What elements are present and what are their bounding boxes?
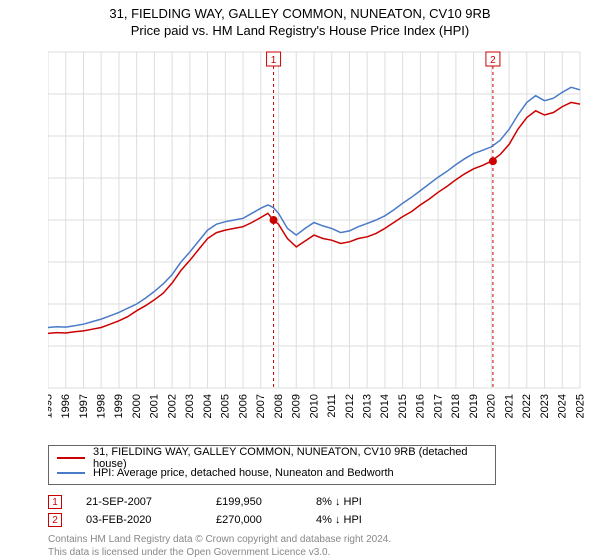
svg-text:1996: 1996 <box>60 394 72 418</box>
sale-diff-2: 4% ↓ HPI <box>316 514 416 526</box>
legend-label-hpi: HPI: Average price, detached house, Nune… <box>93 467 394 479</box>
svg-text:1995: 1995 <box>48 394 54 418</box>
svg-text:2013: 2013 <box>362 394 374 418</box>
svg-text:2025: 2025 <box>574 394 586 418</box>
chart-container: 31, FIELDING WAY, GALLEY COMMON, NUNEATO… <box>0 0 600 560</box>
sale-date-1: 21-SEP-2007 <box>86 496 216 508</box>
chart-svg: £0£50K£100K£150K£200K£250K£300K£350K£400… <box>48 48 588 418</box>
title-subtitle: Price paid vs. HM Land Registry's House … <box>0 23 600 38</box>
sale-marker-1: 1 <box>48 495 62 509</box>
svg-text:2008: 2008 <box>273 394 285 418</box>
sale-marker-2: 2 <box>48 513 62 527</box>
svg-text:2014: 2014 <box>379 394 391 418</box>
svg-text:2: 2 <box>490 55 496 66</box>
svg-text:2017: 2017 <box>432 394 444 418</box>
legend-block: 31, FIELDING WAY, GALLEY COMMON, NUNEATO… <box>48 445 588 559</box>
svg-text:2021: 2021 <box>503 394 515 418</box>
svg-text:2024: 2024 <box>557 394 569 418</box>
sale-diff-1: 8% ↓ HPI <box>316 496 416 508</box>
svg-text:2018: 2018 <box>450 394 462 418</box>
svg-text:2007: 2007 <box>255 394 267 418</box>
svg-text:2002: 2002 <box>166 394 178 418</box>
svg-text:1999: 1999 <box>113 394 125 418</box>
svg-text:2000: 2000 <box>131 394 143 418</box>
sale-price-1: £199,950 <box>216 496 316 508</box>
svg-text:2016: 2016 <box>415 394 427 418</box>
sale-row-2: 2 03-FEB-2020 £270,000 4% ↓ HPI <box>48 513 588 527</box>
sale-row-1: 1 21-SEP-2007 £199,950 8% ↓ HPI <box>48 495 588 509</box>
svg-text:2011: 2011 <box>326 394 338 418</box>
svg-text:2015: 2015 <box>397 394 409 418</box>
title-block: 31, FIELDING WAY, GALLEY COMMON, NUNEATO… <box>0 0 600 38</box>
sale-marker-num-2: 2 <box>52 515 58 526</box>
sales-block: 1 21-SEP-2007 £199,950 8% ↓ HPI 2 03-FEB… <box>48 495 588 527</box>
footer-block: Contains HM Land Registry data © Crown c… <box>48 533 588 559</box>
svg-text:2022: 2022 <box>521 394 533 418</box>
svg-text:2006: 2006 <box>237 394 249 418</box>
chart-area: £0£50K£100K£150K£200K£250K£300K£350K£400… <box>48 48 588 418</box>
footer-line-1: Contains HM Land Registry data © Crown c… <box>48 533 588 546</box>
title-address: 31, FIELDING WAY, GALLEY COMMON, NUNEATO… <box>0 6 600 21</box>
svg-text:1998: 1998 <box>95 394 107 418</box>
sale-marker-num-1: 1 <box>52 497 58 508</box>
svg-text:2012: 2012 <box>344 394 356 418</box>
svg-text:2023: 2023 <box>539 394 551 418</box>
legend-swatch-property <box>57 457 85 459</box>
legend-box: 31, FIELDING WAY, GALLEY COMMON, NUNEATO… <box>48 445 496 485</box>
sale-price-2: £270,000 <box>216 514 316 526</box>
svg-text:2019: 2019 <box>468 394 480 418</box>
svg-text:2009: 2009 <box>291 394 303 418</box>
svg-text:2010: 2010 <box>308 394 320 418</box>
legend-row-property: 31, FIELDING WAY, GALLEY COMMON, NUNEATO… <box>57 450 487 465</box>
svg-text:1: 1 <box>271 55 277 66</box>
footer-line-2: This data is licensed under the Open Gov… <box>48 546 588 559</box>
svg-text:2003: 2003 <box>184 394 196 418</box>
svg-text:1997: 1997 <box>78 394 90 418</box>
svg-text:2005: 2005 <box>220 394 232 418</box>
svg-text:2004: 2004 <box>202 394 214 418</box>
legend-swatch-hpi <box>57 472 85 474</box>
svg-text:2001: 2001 <box>149 394 161 418</box>
svg-text:2020: 2020 <box>486 394 498 418</box>
sale-date-2: 03-FEB-2020 <box>86 514 216 526</box>
